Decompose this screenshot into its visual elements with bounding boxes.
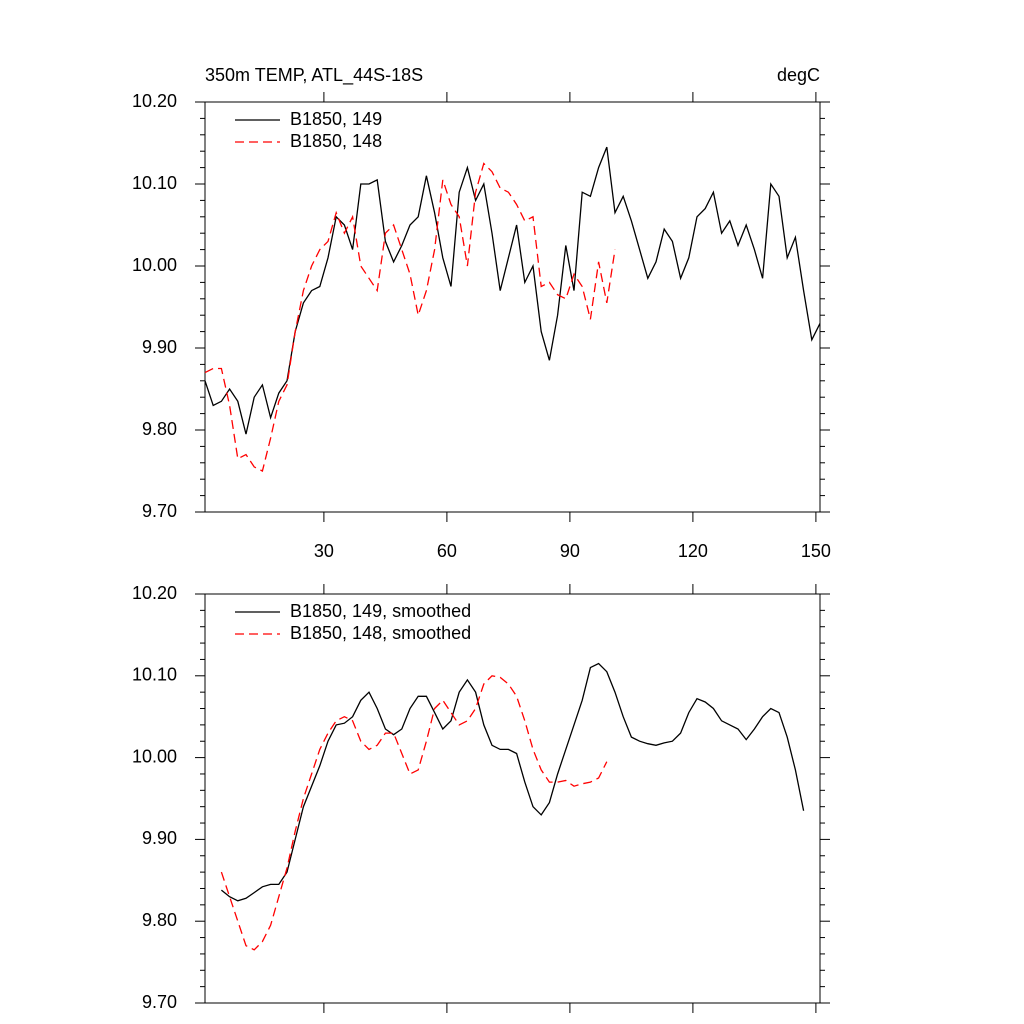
y-tick-label: 9.70 xyxy=(142,501,177,521)
legend-label: B1850, 149 xyxy=(290,109,382,129)
y-tick-label: 9.70 xyxy=(142,992,177,1012)
data-line xyxy=(204,146,821,435)
data-line xyxy=(220,662,805,902)
legend-label: B1850, 148, smoothed xyxy=(290,623,471,643)
y-tick-label: 10.00 xyxy=(132,746,177,766)
y-tick-label: 9.80 xyxy=(142,419,177,439)
y-tick-label: 10.20 xyxy=(132,91,177,111)
legend-label: B1850, 149, smoothed xyxy=(290,601,471,621)
y-tick-label: 9.90 xyxy=(142,828,177,848)
x-tick-label: 90 xyxy=(560,541,580,561)
data-line xyxy=(204,162,616,472)
plot-frame xyxy=(204,593,821,1004)
data-line xyxy=(220,675,608,951)
x-tick-label: 30 xyxy=(314,541,334,561)
y-tick-label: 10.10 xyxy=(132,173,177,193)
x-tick-label: 60 xyxy=(437,541,457,561)
x-tick-label: 150 xyxy=(801,541,831,561)
unit-label: degC xyxy=(777,65,820,85)
chart-title: 350m TEMP, ATL_44S-18S xyxy=(205,65,423,86)
y-tick-label: 10.00 xyxy=(132,255,177,275)
y-tick-label: 10.20 xyxy=(132,583,177,603)
legend-label: B1850, 148 xyxy=(290,131,382,151)
y-tick-label: 9.80 xyxy=(142,910,177,930)
plot-frame xyxy=(204,101,821,513)
y-tick-label: 9.90 xyxy=(142,337,177,357)
x-tick-label: 120 xyxy=(678,541,708,561)
y-tick-label: 10.10 xyxy=(132,665,177,685)
